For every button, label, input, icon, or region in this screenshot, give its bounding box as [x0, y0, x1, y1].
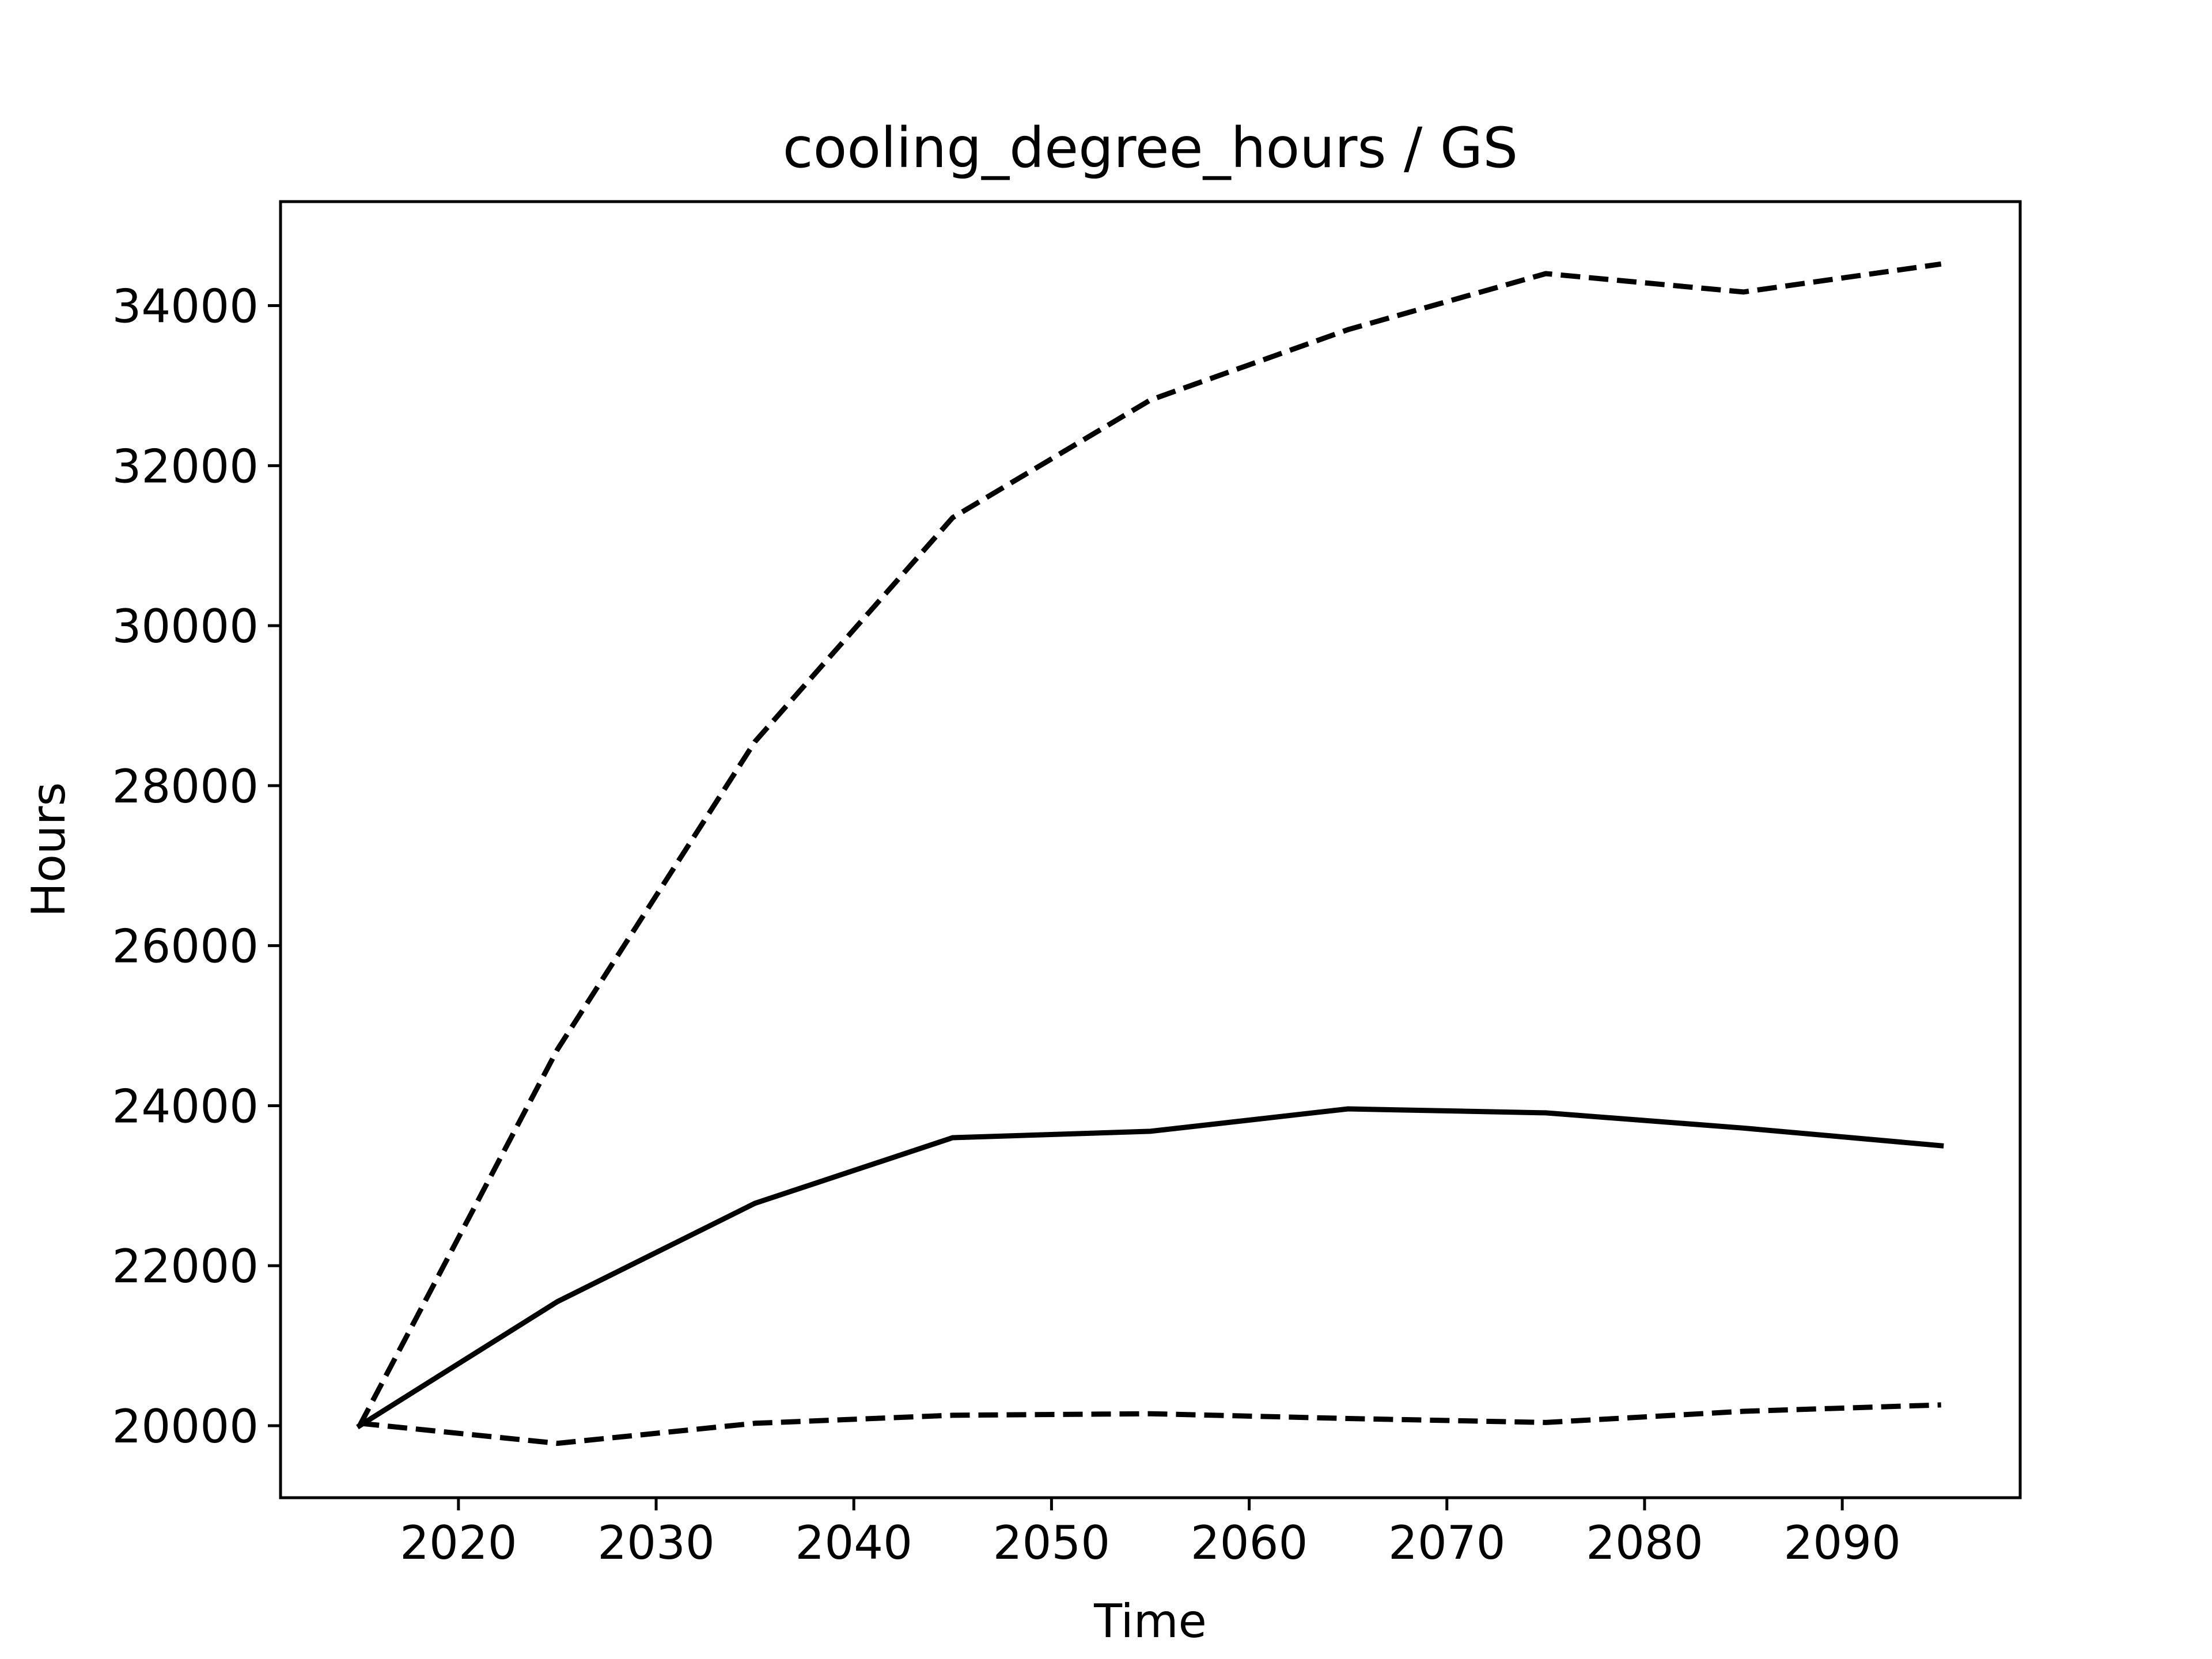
x-axis-label: Time: [1093, 1594, 1207, 1648]
x-tick-label: 2020: [400, 1516, 517, 1570]
x-tick-label: 2070: [1388, 1516, 1506, 1570]
series-line-3: [359, 1402, 1941, 1446]
x-tick-label: 2080: [1586, 1516, 1703, 1570]
x-tick-label: 2050: [993, 1516, 1111, 1570]
x-tick-label: 2040: [795, 1516, 912, 1570]
y-axis-label: Hours: [22, 782, 75, 917]
y-tick-label: 26000: [112, 920, 259, 974]
chart-title: cooling_degree_hours / GS: [783, 116, 1518, 180]
y-tick-label: 20000: [112, 1400, 259, 1453]
x-tick-label: 2090: [1783, 1516, 1901, 1570]
y-tick-label: 28000: [112, 760, 259, 813]
y-tick-label: 22000: [112, 1240, 259, 1293]
y-tick-label: 24000: [112, 1080, 259, 1133]
series-line-2: [356, 1106, 1944, 1430]
y-tick-label: 32000: [112, 440, 259, 493]
plot-area-frame: [279, 200, 2022, 1499]
series-layer: [356, 261, 1944, 1446]
y-tick-label: 30000: [112, 600, 259, 653]
x-tick-label: 2030: [597, 1516, 715, 1570]
y-tick-label: 34000: [112, 280, 259, 334]
x-axis: 2020 2030 2040 2050 2060 2070 2080 2090: [400, 1498, 1901, 1570]
series-line-1: [357, 261, 1942, 1427]
x-tick-label: 2060: [1191, 1516, 1308, 1570]
y-axis: 20000 22000 24000 26000 28000 30000 32000 34000: [112, 280, 281, 1453]
